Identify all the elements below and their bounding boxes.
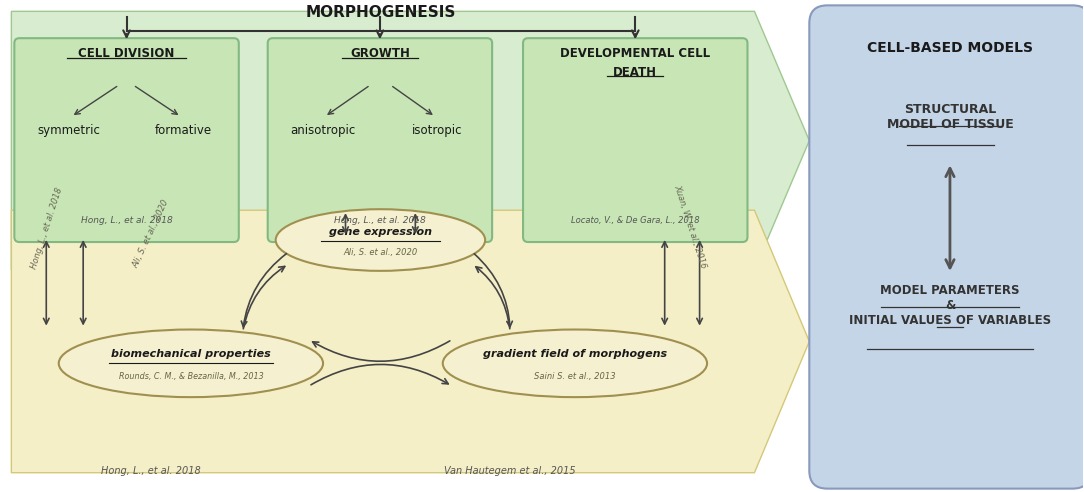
Text: Xuan, W. et al., 2016: Xuan, W. et al., 2016 xyxy=(672,184,708,270)
Text: DEATH: DEATH xyxy=(614,66,657,79)
Polygon shape xyxy=(11,210,810,473)
FancyBboxPatch shape xyxy=(524,38,748,242)
Text: MODEL PARAMETERS
&
INITIAL VALUES OF VARIABLES: MODEL PARAMETERS & INITIAL VALUES OF VAR… xyxy=(849,284,1051,327)
Text: Rounds, C. M., & Bezanilla, M., 2013: Rounds, C. M., & Bezanilla, M., 2013 xyxy=(118,372,263,381)
Text: isotropic: isotropic xyxy=(412,124,463,137)
Text: Van Hautegem et al., 2015: Van Hautegem et al., 2015 xyxy=(444,466,576,476)
FancyBboxPatch shape xyxy=(268,38,492,242)
Ellipse shape xyxy=(442,330,707,397)
FancyBboxPatch shape xyxy=(14,38,238,242)
Text: Ali, S. et al., 2020: Ali, S. et al., 2020 xyxy=(131,199,170,270)
Ellipse shape xyxy=(275,209,486,271)
Polygon shape xyxy=(11,11,810,270)
Text: CELL DIVISION: CELL DIVISION xyxy=(78,47,175,60)
Text: DEVELOPMENTAL CELL: DEVELOPMENTAL CELL xyxy=(560,47,710,60)
Text: Saini S. et al., 2013: Saini S. et al., 2013 xyxy=(534,372,616,381)
Text: Hong, L., et al. 2018: Hong, L., et al. 2018 xyxy=(29,186,64,270)
Text: Locato, V., & De Gara, L., 2018: Locato, V., & De Gara, L., 2018 xyxy=(571,215,699,225)
Text: Hong, L., et al. 2018: Hong, L., et al. 2018 xyxy=(80,215,172,225)
Text: Ali, S. et al., 2020: Ali, S. et al., 2020 xyxy=(344,248,417,257)
Text: gene expression: gene expression xyxy=(328,227,431,237)
Ellipse shape xyxy=(59,330,323,397)
Text: anisotropic: anisotropic xyxy=(289,124,356,137)
FancyBboxPatch shape xyxy=(810,5,1084,489)
Text: GROWTH: GROWTH xyxy=(350,47,410,60)
Text: gradient field of morphogens: gradient field of morphogens xyxy=(482,349,667,359)
Text: MORPHOGENESIS: MORPHOGENESIS xyxy=(306,5,455,20)
Text: STRUCTURAL
MODEL OF TISSUE: STRUCTURAL MODEL OF TISSUE xyxy=(887,103,1014,131)
Text: Hong, L., et al. 2018: Hong, L., et al. 2018 xyxy=(334,215,426,225)
Text: biomechanical properties: biomechanical properties xyxy=(111,349,271,359)
Text: symmetric: symmetric xyxy=(38,124,101,137)
Text: formative: formative xyxy=(154,124,211,137)
Text: Hong, L., et al. 2018: Hong, L., et al. 2018 xyxy=(101,466,201,476)
Text: CELL-BASED MODELS: CELL-BASED MODELS xyxy=(867,41,1033,55)
